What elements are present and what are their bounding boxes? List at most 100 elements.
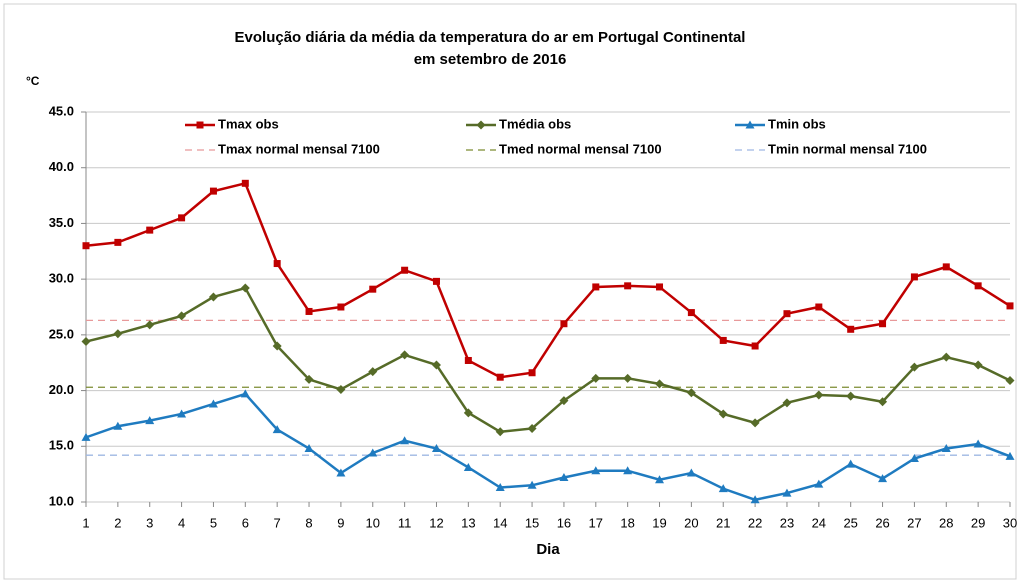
data-point: [623, 373, 633, 383]
y-axis-label: °C: [26, 74, 40, 88]
data-point: [336, 384, 346, 394]
data-point: [973, 439, 983, 448]
data-point: [941, 352, 951, 362]
data-point: [432, 277, 440, 285]
data-point: [145, 416, 155, 425]
y-tick-label: 20.0: [49, 382, 74, 397]
x-tick-label: 21: [716, 515, 730, 530]
data-point: [814, 479, 824, 488]
data-point: [878, 474, 888, 483]
data-point: [591, 373, 601, 383]
data-point: [655, 379, 665, 389]
data-point: [909, 454, 919, 463]
chart-title: em setembro de 2016: [414, 51, 567, 68]
data-point: [846, 391, 856, 401]
data-point: [909, 362, 919, 372]
data-point: [463, 462, 473, 471]
x-tick-label: 15: [525, 515, 539, 530]
data-point: [241, 179, 249, 187]
data-point: [1006, 302, 1014, 310]
data-point: [1005, 451, 1015, 460]
data-point: [528, 369, 536, 377]
x-tick-label: 7: [274, 515, 281, 530]
data-point: [208, 399, 218, 408]
data-point: [559, 472, 569, 481]
data-point: [177, 409, 187, 418]
y-tick-label: 10.0: [49, 493, 74, 508]
data-point: [719, 336, 727, 344]
x-tick-label: 30: [1003, 515, 1017, 530]
data-point: [686, 468, 696, 477]
data-point: [273, 260, 281, 268]
data-point: [304, 374, 314, 384]
chart-frame: [3, 3, 1017, 580]
x-tick-label: 16: [557, 515, 571, 530]
x-tick-label: 19: [652, 515, 666, 530]
x-tick-label: 25: [843, 515, 857, 530]
data-point: [272, 341, 282, 351]
x-axis-label: Dia: [536, 541, 560, 558]
data-point: [401, 266, 409, 274]
x-tick-label: 24: [812, 515, 826, 530]
y-tick-label: 30.0: [49, 271, 74, 286]
data-point: [82, 242, 90, 250]
x-tick-label: 3: [146, 515, 153, 530]
data-point: [942, 263, 950, 271]
y-tick-label: 15.0: [49, 438, 74, 453]
data-point: [686, 388, 696, 398]
x-tick-label: 28: [939, 515, 953, 530]
x-tick-label: 11: [398, 515, 412, 530]
data-point: [592, 283, 600, 291]
data-point: [240, 283, 250, 293]
series-line: [85, 392, 1011, 502]
legend-label: Tmax obs: [218, 116, 279, 131]
data-point: [272, 425, 282, 434]
legend-marker: [745, 120, 755, 129]
data-point: [400, 436, 410, 445]
data-point: [240, 389, 250, 398]
data-point: [431, 444, 441, 453]
data-point: [783, 310, 791, 318]
data-point: [431, 360, 441, 370]
legend-marker: [476, 120, 486, 130]
data-point: [495, 427, 505, 437]
series-line: [85, 286, 1011, 434]
x-tick-label: 14: [493, 515, 507, 530]
data-point: [145, 320, 155, 330]
data-point: [464, 356, 472, 364]
data-point: [337, 303, 345, 311]
y-tick-label: 25.0: [49, 326, 74, 341]
x-tick-label: 20: [684, 515, 698, 530]
x-tick-label: 13: [461, 515, 475, 530]
y-tick-label: 40.0: [49, 159, 74, 174]
data-point: [624, 282, 632, 290]
data-point: [782, 398, 792, 408]
data-point: [782, 488, 792, 497]
data-point: [114, 238, 122, 246]
data-point: [591, 466, 601, 475]
data-point: [718, 409, 728, 419]
x-tick-label: 27: [907, 515, 921, 530]
data-point: [113, 421, 123, 430]
legend-label: Tmin obs: [768, 116, 826, 131]
data-point: [208, 292, 218, 302]
x-tick-label: 5: [210, 515, 217, 530]
data-point: [750, 418, 760, 428]
data-point: [655, 475, 665, 484]
x-tick-label: 29: [971, 515, 985, 530]
data-point: [304, 444, 314, 453]
data-point: [718, 484, 728, 493]
legend-label: Tmed normal mensal 7100: [499, 141, 662, 156]
data-point: [146, 226, 154, 234]
data-point: [1005, 376, 1015, 386]
data-point: [400, 350, 410, 360]
data-point: [559, 396, 569, 406]
data-point: [846, 459, 856, 468]
x-tick-label: 23: [780, 515, 794, 530]
data-point: [910, 273, 918, 281]
x-tick-label: 18: [620, 515, 634, 530]
data-point: [527, 480, 537, 489]
data-point: [847, 325, 855, 333]
data-point: [113, 329, 123, 339]
